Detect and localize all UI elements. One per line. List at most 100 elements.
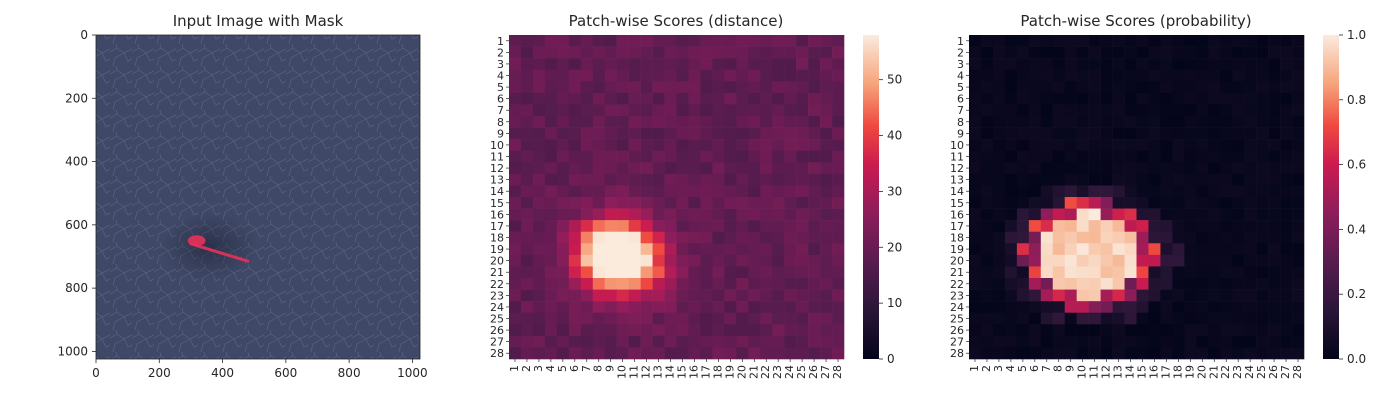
probability-cell [1184, 81, 1197, 94]
distance-cell [772, 150, 785, 163]
distance-cell [532, 127, 546, 140]
probability-cell [1100, 347, 1113, 360]
distance-cell [652, 150, 665, 163]
probability-cell [1124, 69, 1137, 82]
distance-cell [724, 185, 737, 198]
probability-cell [1076, 289, 1089, 302]
x-tick-label: 4 [544, 365, 557, 372]
distance-cell [640, 347, 653, 360]
probability-cell [1124, 104, 1137, 117]
probability-cell [1088, 116, 1101, 128]
probability-cell [1028, 301, 1042, 314]
distance-cell [832, 220, 845, 233]
distance-cell [784, 127, 797, 140]
y-tick-label: 10 [950, 139, 964, 152]
probability-cell [1160, 208, 1173, 221]
distance-cell [736, 104, 749, 117]
distance-cell [808, 231, 821, 244]
probability-cell [1124, 35, 1137, 47]
distance-cell [724, 104, 737, 117]
distance-cell [568, 139, 582, 152]
probability-cell [1052, 92, 1066, 105]
distance-cell [724, 254, 737, 267]
probability-cell [1220, 173, 1233, 186]
probability-cell [1004, 312, 1018, 325]
distance-cell [652, 46, 665, 59]
probability-cell [1160, 150, 1173, 163]
probability-cell [1268, 139, 1281, 152]
distance-cell [604, 278, 617, 290]
distance-cell [736, 208, 749, 221]
probability-cell [1088, 324, 1101, 337]
distance-cell [796, 173, 809, 186]
distance-cell [628, 173, 641, 186]
probability-cell [1148, 58, 1161, 71]
probability-cell [1292, 220, 1305, 233]
distance-cell [544, 162, 558, 175]
distance-cell [628, 58, 641, 71]
distance-cell [532, 278, 546, 290]
mask-streak [189, 242, 250, 263]
distance-cell [532, 185, 546, 198]
probability-cell [1112, 150, 1125, 163]
distance-cell [688, 266, 701, 279]
probability-cell [1208, 92, 1221, 105]
distance-cell [676, 69, 689, 82]
probability-cell [1196, 116, 1209, 128]
distance-cell [748, 116, 761, 128]
probability-cell [969, 173, 982, 186]
distance-cell [592, 150, 606, 163]
distance-cell [808, 197, 821, 209]
distance-cell [808, 278, 821, 290]
distance-cell [544, 301, 558, 314]
distance-cell [556, 139, 570, 152]
distance-cell [616, 173, 629, 186]
distance-cell [628, 150, 641, 163]
probability-cell [1076, 243, 1089, 256]
probability-cell [1100, 185, 1113, 198]
distance-cell [808, 46, 821, 59]
distance-cell [676, 347, 689, 360]
distance-cell [748, 58, 761, 71]
distance-cell [724, 116, 737, 128]
probability-cell [969, 243, 982, 256]
probability-cell [992, 185, 1006, 198]
distance-cell [652, 69, 665, 82]
probability-cell [1244, 347, 1257, 360]
x-tick-label: 5 [556, 365, 569, 372]
distance-cell [532, 324, 546, 337]
probability-cell [1232, 35, 1245, 47]
probability-cell [1184, 347, 1197, 360]
distance-cell [820, 173, 833, 186]
probability-cell [969, 220, 982, 233]
distance-cell [568, 116, 582, 128]
distance-cell [544, 92, 558, 105]
probability-cell [1040, 162, 1054, 175]
probability-cell [1232, 116, 1245, 128]
distance-cell [509, 139, 522, 152]
probability-cell [1220, 127, 1233, 140]
probability-cell [1160, 162, 1173, 175]
probability-cell [1208, 185, 1221, 198]
probability-cell [980, 289, 994, 302]
distance-cell [616, 92, 629, 105]
probability-cell [1052, 335, 1066, 348]
distance-cell [640, 116, 653, 128]
distance-cell [712, 324, 725, 337]
distance-cell [604, 301, 617, 314]
probability-cell [1016, 104, 1030, 117]
distance-cell [520, 104, 534, 117]
distance-cell [640, 197, 653, 209]
distance-cell [544, 324, 558, 337]
probability-cell [1064, 185, 1077, 198]
probability-cell [1208, 139, 1221, 152]
distance-cell [784, 266, 797, 279]
probability-cell [1016, 347, 1030, 360]
probability-cell [1124, 335, 1137, 348]
distance-cell [532, 69, 546, 82]
distance-cell [544, 197, 558, 209]
probability-cell [969, 139, 982, 152]
probability-cell [1196, 46, 1209, 59]
distance-cell [509, 58, 522, 71]
